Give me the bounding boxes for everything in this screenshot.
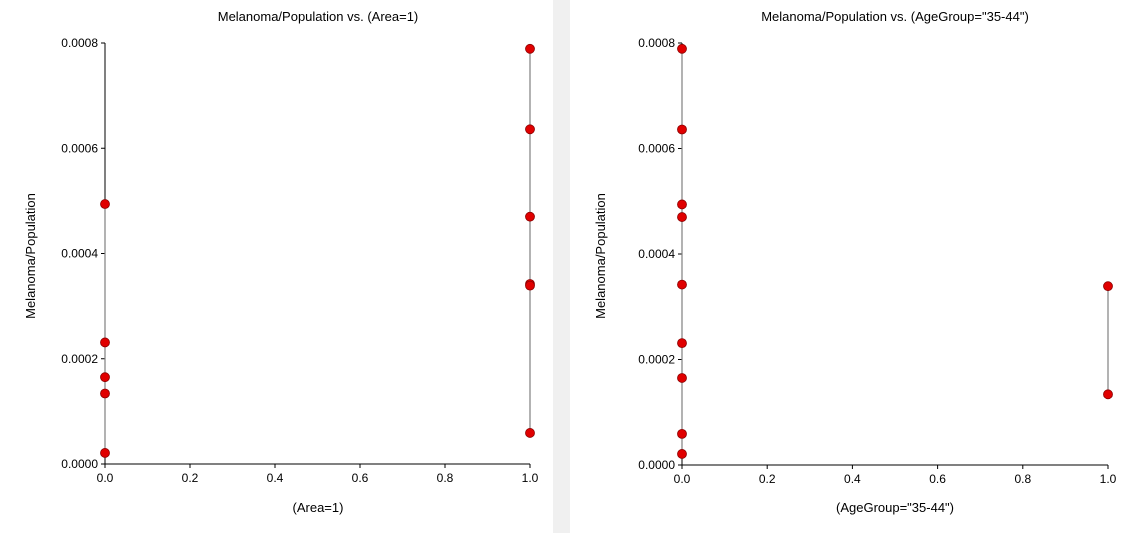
x-axis-label: (AgeGroup="35-44")	[836, 500, 954, 515]
data-point	[525, 43, 535, 54]
data-point	[1103, 281, 1113, 292]
x-tick-label: 0.6	[929, 472, 946, 486]
y-axis-label: Melanoma/Population	[593, 193, 608, 319]
data-point	[100, 372, 110, 383]
data-point	[677, 199, 687, 210]
x-tick-label: 0.2	[182, 471, 199, 485]
y-tick-label: 0.0000	[61, 457, 98, 471]
y-tick-label: 0.0002	[638, 353, 675, 367]
chart-title: Melanoma/Population vs. (AgeGroup="35-44…	[761, 9, 1029, 24]
y-tick-label: 0.0008	[61, 36, 98, 50]
x-tick-label: 1.0	[1100, 472, 1117, 486]
x-tick-label: 0.0	[97, 471, 114, 485]
data-point	[100, 337, 110, 348]
x-tick-label: 0.0	[674, 472, 691, 486]
data-point	[677, 212, 687, 222]
scatter-chart-agegroup: Melanoma/Population vs. (AgeGroup="35-44…	[593, 9, 1117, 515]
data-point	[100, 388, 110, 399]
x-tick-label: 0.6	[352, 471, 369, 485]
scatter-chart-area: Melanoma/Population vs. (Area=1) Melanom…	[23, 9, 539, 515]
y-tick-label: 0.0008	[638, 36, 675, 50]
data-point	[677, 373, 687, 383]
y-tick-label: 0.0002	[61, 352, 98, 366]
x-tick-label: 0.8	[437, 471, 454, 485]
data-point	[677, 279, 687, 290]
x-tick-label: 0.4	[267, 471, 284, 485]
data-point	[1103, 389, 1113, 400]
data-point	[525, 124, 535, 135]
chart-title: Melanoma/Population vs. (Area=1)	[218, 9, 419, 24]
y-tick-label: 0.0006	[638, 142, 675, 156]
data-point	[525, 211, 535, 222]
data-point	[677, 449, 687, 459]
y-axis-label: Melanoma/Population	[23, 193, 38, 319]
data-point	[100, 448, 110, 458]
data-point	[525, 280, 535, 291]
chart-panel-agegroup: Melanoma/Population vs. (AgeGroup="35-44…	[570, 0, 1123, 533]
x-tick-label: 1.0	[522, 471, 539, 485]
data-point	[100, 199, 110, 209]
y-tick-label: 0.0000	[638, 458, 675, 472]
data-point	[677, 43, 687, 54]
x-tick-label: 0.8	[1014, 472, 1031, 486]
data-point	[677, 338, 687, 349]
chart-panel-area: Melanoma/Population vs. (Area=1) Melanom…	[0, 0, 553, 533]
y-tick-label: 0.0006	[61, 141, 98, 155]
y-tick-label: 0.0004	[638, 247, 675, 261]
data-point	[525, 428, 535, 438]
data-point	[677, 124, 687, 135]
x-tick-label: 0.2	[759, 472, 776, 486]
data-point	[677, 428, 687, 439]
x-axis-label: (Area=1)	[293, 500, 344, 515]
y-tick-label: 0.0004	[61, 247, 98, 261]
x-tick-label: 0.4	[844, 472, 861, 486]
